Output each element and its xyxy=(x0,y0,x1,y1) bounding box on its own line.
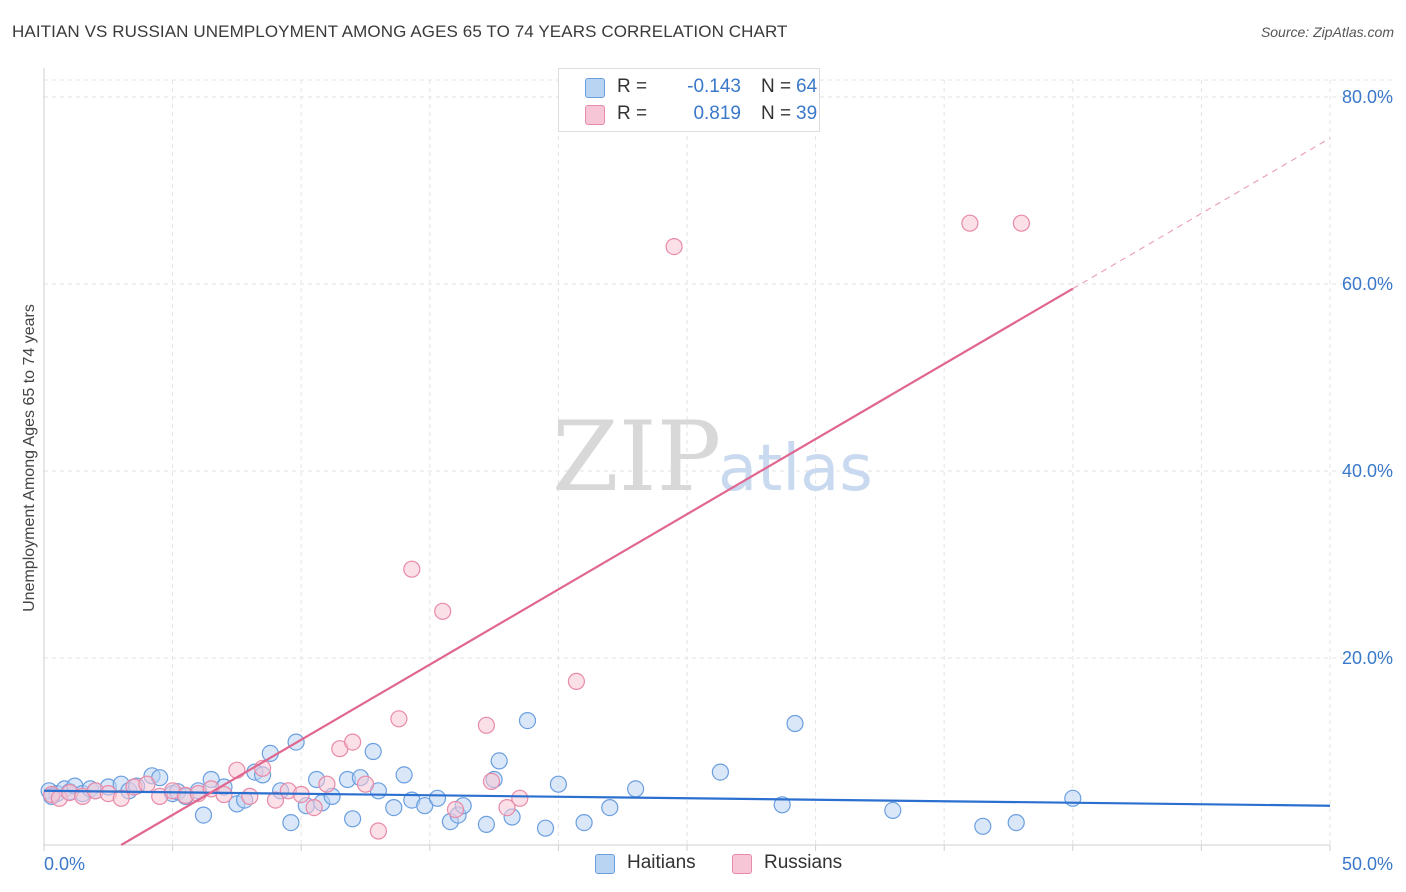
tick-labels: 20.0% 40.0% 60.0% 80.0% 0.0% 50.0% xyxy=(44,87,1393,874)
point-russians xyxy=(344,733,362,751)
point-russians xyxy=(305,798,323,817)
point-haitians xyxy=(549,775,568,793)
point-haitians xyxy=(711,763,730,781)
point-russians xyxy=(961,214,979,232)
legend-r-value: 0.819 xyxy=(693,103,741,124)
legend-r-value: -0.143 xyxy=(687,76,741,97)
trend-lines xyxy=(43,137,1331,846)
point-russians xyxy=(1012,214,1031,232)
point-haitians xyxy=(601,798,619,817)
point-russians xyxy=(356,775,375,793)
point-haitians xyxy=(1007,813,1025,832)
point-haitians xyxy=(626,780,645,798)
trend-extension-russians xyxy=(1072,137,1331,290)
stats-legend: R = -0.143 N = 64 R = 0.819 N = 39 xyxy=(558,68,820,132)
point-russians xyxy=(403,560,421,578)
legend-n-label: N = xyxy=(761,76,792,97)
legend-n-label: N = xyxy=(761,103,792,124)
y-tick-label: 60.0% xyxy=(1342,274,1393,294)
x-tick-label-min: 0.0% xyxy=(44,854,85,874)
point-haitians xyxy=(194,806,213,824)
bottom-legend-swatch-russians xyxy=(732,854,752,874)
point-russians xyxy=(215,785,233,804)
x-tick-label-max: 50.0% xyxy=(1342,854,1393,874)
point-russians xyxy=(665,238,683,256)
point-haitians xyxy=(385,798,403,817)
y-tick-label: 20.0% xyxy=(1342,648,1393,668)
point-haitians xyxy=(428,789,447,807)
point-haitians xyxy=(575,813,593,832)
legend-swatch-russians xyxy=(585,105,605,125)
axes xyxy=(43,68,1331,851)
legend-swatch-haitians xyxy=(585,78,605,98)
legend-r-label: R = xyxy=(617,76,648,97)
point-russians xyxy=(446,800,465,819)
point-russians xyxy=(318,775,336,793)
point-haitians xyxy=(884,801,902,820)
y-tick-label: 80.0% xyxy=(1342,87,1393,107)
point-haitians xyxy=(536,819,555,837)
point-haitians xyxy=(416,797,434,815)
point-russians xyxy=(498,798,516,817)
point-haitians xyxy=(786,714,804,733)
point-russians xyxy=(477,716,495,734)
watermark-zip: ZIP xyxy=(552,401,721,513)
point-haitians xyxy=(518,711,537,730)
watermark-atlas: atlas xyxy=(718,432,873,506)
source-label: Source: ZipAtlas.com xyxy=(1260,24,1394,40)
point-russians xyxy=(434,602,452,620)
point-haitians xyxy=(773,796,791,814)
watermark: ZIP atlas xyxy=(552,401,873,513)
point-russians xyxy=(369,822,387,840)
point-russians xyxy=(390,710,408,728)
trend-line-haitians xyxy=(43,789,1331,807)
point-haitians xyxy=(477,815,495,834)
bottom-legend-swatch-haitians xyxy=(595,854,615,874)
point-haitians xyxy=(490,752,508,770)
legend-r-label: R = xyxy=(617,103,648,124)
point-haitians xyxy=(974,817,992,835)
chart-title: HAITIAN VS RUSSIAN UNEMPLOYMENT AMONG AG… xyxy=(12,22,788,41)
point-russians xyxy=(266,791,285,809)
point-haitians xyxy=(344,810,362,828)
point-russians xyxy=(482,772,501,791)
point-haitians xyxy=(395,766,413,784)
point-russians xyxy=(138,775,156,793)
point-russians xyxy=(228,761,246,779)
point-haitians xyxy=(282,813,300,832)
trend-line-russians xyxy=(120,287,1074,846)
bottom-legend-label-haitians: Haitians xyxy=(627,852,696,873)
legend-n-value: 39 xyxy=(796,103,818,124)
point-russians xyxy=(112,789,130,807)
y-tick-label: 40.0% xyxy=(1342,461,1393,481)
data-points xyxy=(40,214,1082,840)
point-haitians xyxy=(364,742,382,761)
point-russians xyxy=(241,787,259,806)
point-russians xyxy=(511,789,529,807)
bottom-legend-label-russians: Russians xyxy=(764,852,843,873)
legend-n-value: 64 xyxy=(796,76,818,97)
point-russians xyxy=(567,672,586,691)
